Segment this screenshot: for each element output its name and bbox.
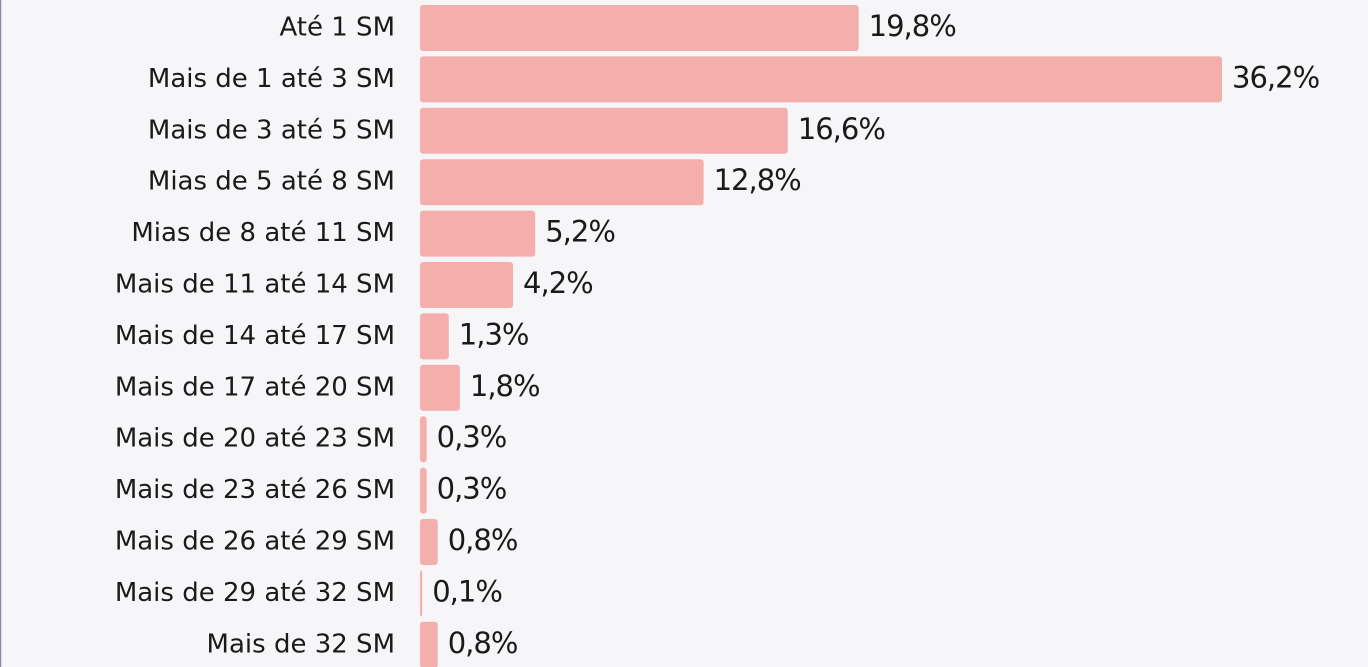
category-label: Mais de 26 até 29 SM <box>115 527 395 557</box>
value-label: 1,8% <box>470 369 540 403</box>
bar <box>420 364 460 411</box>
bar <box>420 416 427 463</box>
value-label: 36,2% <box>1232 60 1319 94</box>
category-label: Mais de 3 até 5 SM <box>148 115 395 145</box>
bar <box>420 313 449 360</box>
value-label: 0,8% <box>448 523 518 557</box>
value-label: 16,6% <box>798 112 885 146</box>
value-label: 1,3% <box>459 317 529 351</box>
value-label: 0,1% <box>432 574 502 608</box>
value-label: 19,8% <box>869 9 956 43</box>
value-label: 0,3% <box>437 472 507 506</box>
category-label: Mais de 14 até 17 SM <box>115 321 395 351</box>
category-label: Mais de 1 até 3 SM <box>148 64 395 94</box>
category-label: Mais de 20 até 23 SM <box>115 424 395 454</box>
category-label: Mias de 8 até 11 SM <box>131 218 395 248</box>
category-label: Mais de 11 até 14 SM <box>115 270 395 300</box>
value-label: 0,3% <box>437 420 507 454</box>
value-label: 4,2% <box>523 266 593 300</box>
value-label: 5,2% <box>545 215 615 249</box>
category-label: Mais de 32 SM <box>207 629 395 659</box>
bar <box>420 159 704 206</box>
bar <box>420 621 438 667</box>
bar <box>420 107 788 154</box>
bar <box>420 210 536 257</box>
bar <box>420 519 438 565</box>
bar <box>420 467 427 514</box>
bar <box>420 570 423 617</box>
category-label: Mais de 23 até 26 SM <box>115 475 395 505</box>
category-label: Até 1 SM <box>279 13 395 43</box>
category-label: Mais de 17 até 20 SM <box>115 372 395 402</box>
bar <box>420 56 1222 103</box>
value-label: 12,8% <box>714 163 801 197</box>
category-label: Mais de 29 até 32 SM <box>115 578 395 608</box>
bar <box>420 262 514 308</box>
category-label: Mias de 5 até 8 SM <box>148 167 395 197</box>
bar <box>420 5 859 51</box>
value-label: 0,8% <box>448 626 518 660</box>
